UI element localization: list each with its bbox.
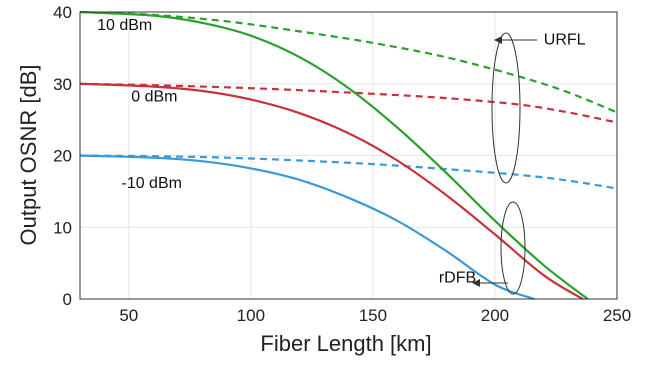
rdfb-arrowhead bbox=[472, 279, 480, 287]
series-line-5 bbox=[79, 154, 535, 301]
series-line-2 bbox=[79, 154, 618, 190]
y-axis-title: Output OSNR [dB] bbox=[16, 65, 41, 246]
grid bbox=[80, 11, 618, 300]
rdfb-callout-ellipse bbox=[500, 201, 526, 295]
annotations: 10 dBm 0 dBm -10 dBm URFL rDFB bbox=[97, 17, 586, 287]
x-axis-title: Fiber Length [km] bbox=[260, 331, 431, 356]
urfl-callout-ellipse bbox=[491, 32, 521, 184]
series-line-0 bbox=[79, 10, 618, 114]
annotation-label: 0 dBm bbox=[131, 89, 177, 106]
series-line-1 bbox=[79, 82, 618, 124]
series-line-4 bbox=[79, 82, 584, 300]
y-tick-label: 10 bbox=[53, 218, 72, 237]
y-tick-label: 30 bbox=[53, 75, 72, 94]
series-layer bbox=[79, 10, 618, 301]
annotation-label: -10 dBm bbox=[121, 175, 181, 192]
plot-frame bbox=[79, 11, 618, 300]
annotation-label: URFL bbox=[544, 31, 586, 48]
annotation-label: rDFB bbox=[439, 269, 476, 286]
x-tick-label: 50 bbox=[119, 306, 138, 325]
urfl-arrowhead bbox=[494, 36, 502, 44]
x-tick-label: 200 bbox=[481, 306, 509, 325]
annotation-label: 10 dBm bbox=[97, 17, 152, 34]
x-tick-label: 100 bbox=[237, 306, 265, 325]
x-tick-label: 250 bbox=[603, 306, 631, 325]
y-tick-label: 40 bbox=[53, 3, 72, 22]
x-tick-label: 150 bbox=[359, 306, 387, 325]
y-tick-label: 0 bbox=[63, 290, 72, 309]
tick-labels: 50 100 150 200 250 0 10 20 30 40 bbox=[53, 3, 631, 325]
y-tick-label: 20 bbox=[53, 147, 72, 166]
series-line-3 bbox=[79, 10, 589, 300]
callouts bbox=[472, 32, 537, 295]
